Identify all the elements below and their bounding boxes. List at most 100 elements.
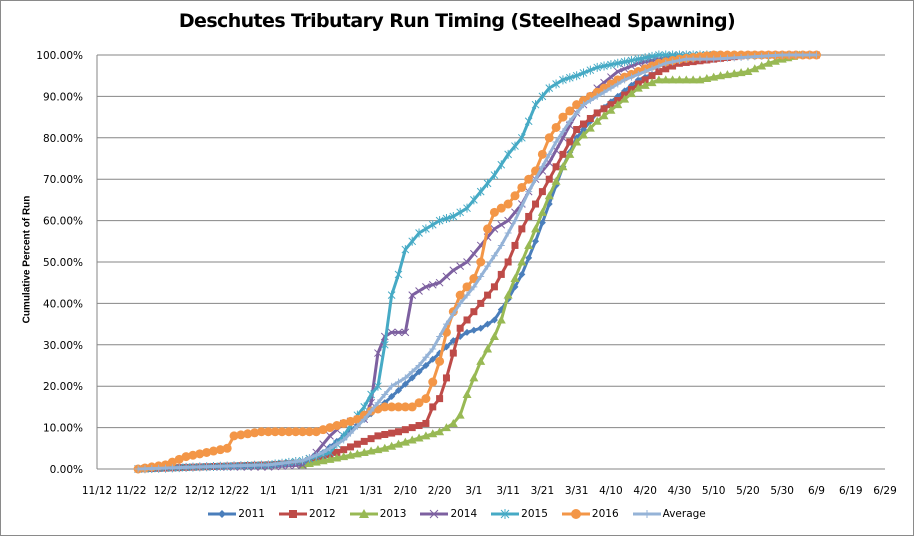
- x-tick-label: 12/22: [219, 485, 249, 497]
- data-point: [668, 75, 678, 84]
- data-point: [538, 219, 546, 227]
- data-point: [531, 224, 541, 233]
- data-point: [532, 200, 540, 208]
- y-tick-label: 40.00%: [43, 298, 83, 310]
- data-point: [448, 418, 458, 427]
- x-tick-label: 5/30: [770, 485, 794, 497]
- data-point: [524, 240, 534, 249]
- data-point: [729, 69, 739, 78]
- data-point: [223, 462, 231, 470]
- data-point: [394, 378, 402, 386]
- data-point: [380, 402, 390, 412]
- data-point: [470, 326, 478, 334]
- data-point: [339, 452, 349, 461]
- legend-item-2015: 2015: [491, 508, 548, 520]
- data-point: [470, 249, 478, 258]
- data-point: [757, 61, 767, 70]
- data-point: [456, 299, 464, 307]
- data-point: [593, 92, 601, 100]
- x-tick-label: 12/12: [185, 485, 215, 497]
- y-tick-label: 80.00%: [43, 133, 83, 145]
- data-point: [196, 463, 204, 471]
- data-point: [634, 70, 642, 78]
- data-point: [360, 415, 368, 423]
- data-point: [477, 324, 485, 332]
- data-point: [400, 437, 410, 446]
- data-point: [537, 149, 547, 159]
- data-point: [592, 116, 602, 125]
- data-point: [545, 83, 554, 93]
- data-point: [394, 386, 402, 394]
- data-point: [216, 462, 224, 470]
- data-point: [559, 150, 567, 158]
- data-point: [394, 269, 403, 279]
- x-tick-label: 3/11: [496, 485, 520, 497]
- x-tick-label: 6/9: [808, 485, 825, 497]
- x-tick-label: 1/31: [359, 485, 383, 497]
- data-point: [435, 356, 445, 366]
- data-point: [415, 228, 423, 238]
- data-point: [243, 429, 253, 439]
- data-point: [662, 65, 670, 73]
- data-point: [545, 175, 553, 183]
- data-point: [572, 71, 581, 81]
- data-point: [517, 133, 526, 143]
- y-tick-label: 70.00%: [43, 174, 83, 186]
- legend-item-2014: 2014: [420, 508, 477, 520]
- data-point: [545, 150, 553, 158]
- data-point: [429, 403, 437, 411]
- data-point: [435, 216, 444, 226]
- data-point: [504, 149, 512, 159]
- data-point: [208, 446, 218, 456]
- data-point: [462, 389, 472, 398]
- data-point: [806, 51, 814, 59]
- data-point: [469, 373, 479, 382]
- data-point: [634, 54, 643, 64]
- data-point: [558, 162, 568, 171]
- y-tick-label: 50.00%: [43, 257, 83, 269]
- data-point: [387, 402, 397, 412]
- data-point: [565, 149, 575, 158]
- data-point: [600, 105, 608, 113]
- data-point: [456, 324, 464, 332]
- data-point: [367, 435, 375, 443]
- data-point: [490, 316, 498, 324]
- data-point: [381, 431, 389, 438]
- data-point: [435, 427, 445, 436]
- x-tick-label: 11/22: [116, 485, 146, 497]
- data-point: [641, 68, 649, 76]
- data-point: [497, 220, 506, 229]
- data-point: [442, 374, 450, 382]
- data-point: [367, 407, 375, 415]
- data-point: [532, 237, 540, 245]
- data-point: [497, 160, 506, 170]
- data-point: [174, 454, 184, 464]
- data-point: [414, 398, 424, 408]
- legend-label: 2011: [238, 508, 265, 520]
- data-point: [285, 458, 293, 466]
- data-point: [710, 55, 718, 63]
- data-point: [572, 100, 582, 110]
- data-point: [503, 290, 513, 299]
- data-point: [270, 427, 280, 437]
- data-point: [148, 465, 156, 473]
- data-point: [346, 416, 356, 426]
- data-point: [580, 120, 588, 128]
- data-point: [586, 65, 595, 75]
- legend-swatch: [278, 510, 307, 518]
- data-point: [709, 72, 719, 81]
- data-point: [400, 402, 410, 412]
- x-tick-label: 3/1: [465, 485, 482, 497]
- data-point: [347, 429, 355, 437]
- data-point: [407, 402, 417, 412]
- data-point: [353, 422, 361, 430]
- data-point: [218, 510, 227, 518]
- data-point: [463, 328, 471, 336]
- data-point: [744, 53, 752, 61]
- data-point: [326, 432, 334, 440]
- data-point: [195, 449, 205, 459]
- data-point: [743, 67, 753, 76]
- legend-label: 2015: [521, 508, 548, 520]
- data-point: [202, 447, 212, 457]
- data-point: [599, 111, 609, 120]
